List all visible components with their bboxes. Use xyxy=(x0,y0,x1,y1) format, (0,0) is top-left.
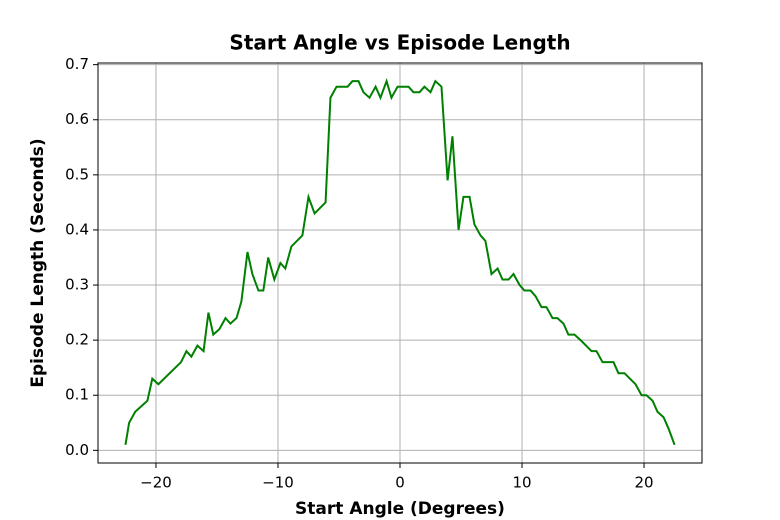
chart-title: Start Angle vs Episode Length xyxy=(229,31,570,55)
y-tick-label: 0.7 xyxy=(65,55,89,73)
x-tick-label: 20 xyxy=(634,474,653,492)
x-tick-label: 10 xyxy=(512,474,531,492)
plot-frame xyxy=(97,62,703,464)
y-tick-label: 0.6 xyxy=(65,110,89,128)
y-tick-label: 0.4 xyxy=(65,220,89,238)
x-tick-label: −10 xyxy=(262,474,294,492)
y-axis-label: Episode Length (Seconds) xyxy=(28,138,48,387)
y-tick-label: 0.1 xyxy=(65,386,89,404)
y-tick-label: 0.2 xyxy=(65,331,89,349)
x-tick-label: −20 xyxy=(140,474,172,492)
x-tick-label: 0 xyxy=(395,474,405,492)
y-tick-label: 0.0 xyxy=(65,441,89,459)
data-line xyxy=(124,78,676,446)
y-tick-label: 0.3 xyxy=(65,276,89,294)
y-tick-label: 0.5 xyxy=(65,165,89,183)
x-axis-label: Start Angle (Degrees) xyxy=(295,499,505,519)
